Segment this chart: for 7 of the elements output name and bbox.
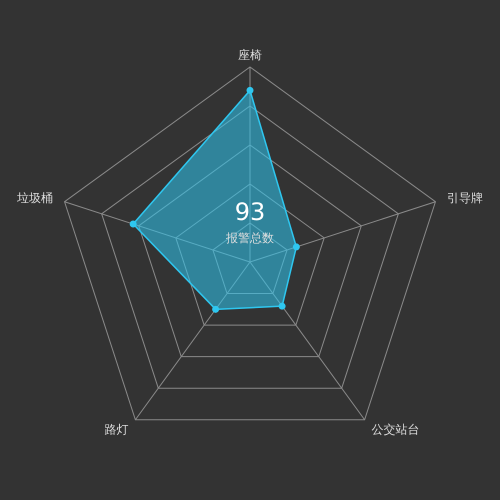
text: 93 xyxy=(234,198,266,226)
spoke-label: 路灯 xyxy=(104,422,128,436)
text: 报警总数 xyxy=(225,231,274,245)
spoke-label: 座椅 xyxy=(238,48,262,62)
spoke-label: 垃圾桶 xyxy=(16,191,54,206)
spoke-label: 公交站台 xyxy=(372,422,420,436)
spoke-label: 引导牌 xyxy=(446,191,483,206)
